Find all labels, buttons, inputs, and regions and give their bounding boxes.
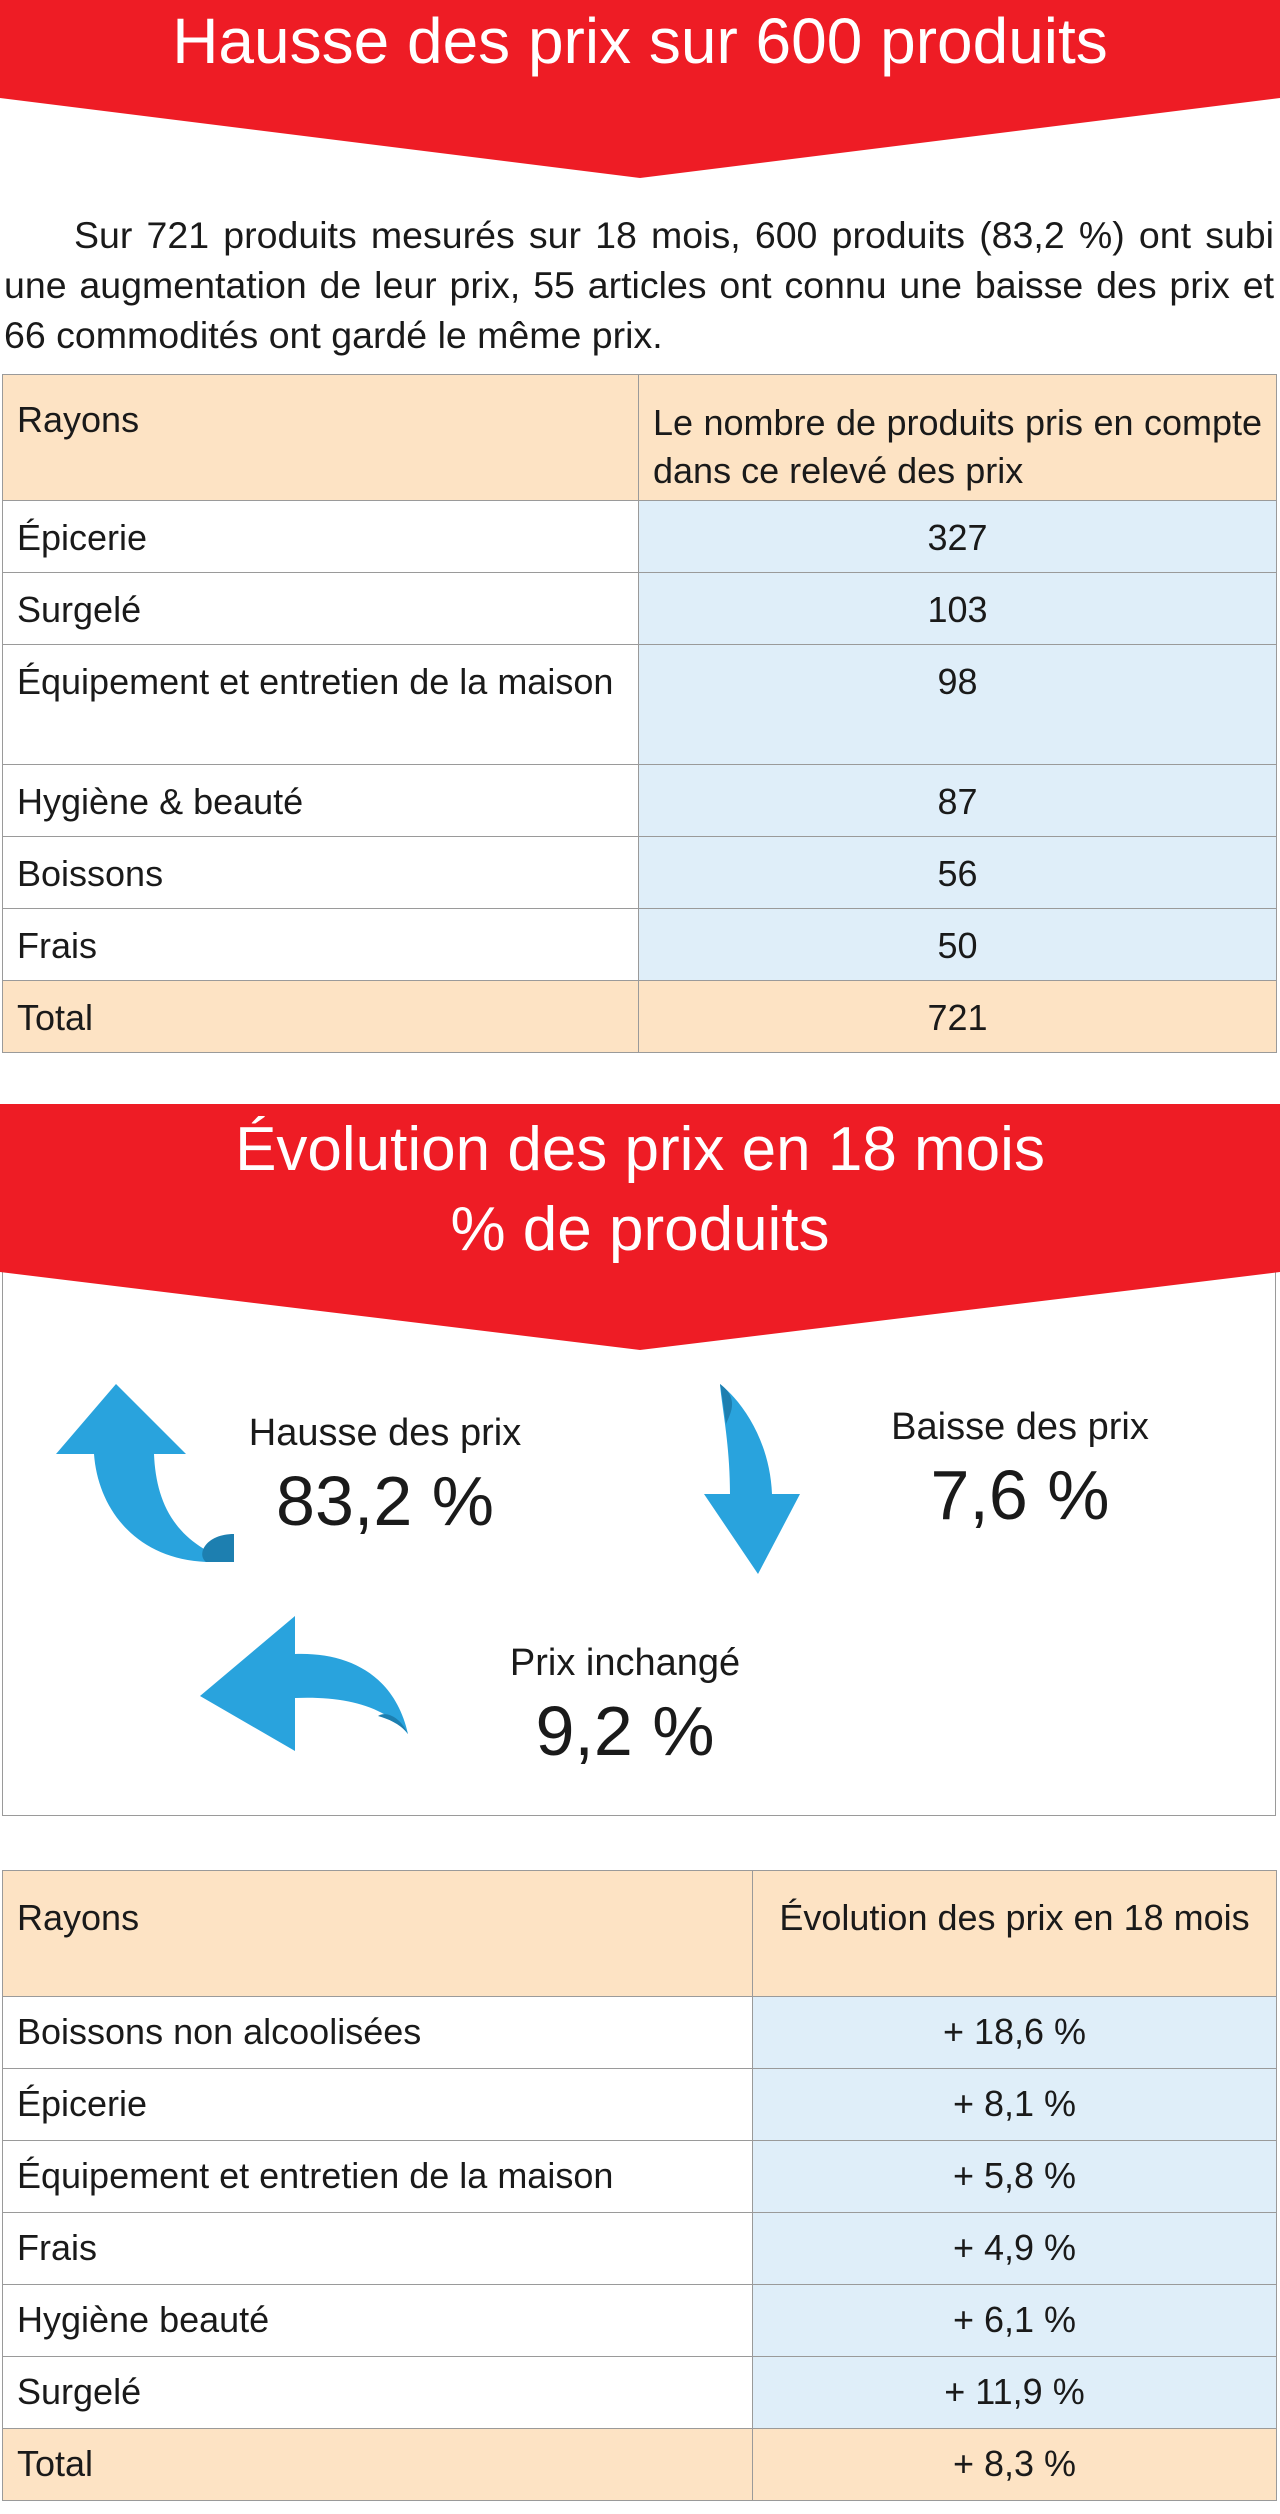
row-value: 56 [638, 836, 1277, 909]
row-label: Boissons non alcoolisées [2, 1996, 753, 2069]
table-row: Surgelé + 11,9 % [2, 2356, 1277, 2429]
row-value: + 4,9 % [752, 2212, 1277, 2285]
table-row: Équipement et entretien de la maison 98 [2, 644, 1277, 765]
stat-label: Baisse des prix [891, 1406, 1149, 1448]
table-row: Équipement et entretien de la maison + 5… [2, 2140, 1277, 2213]
table-row: Boissons non alcoolisées + 18,6 % [2, 1996, 1277, 2069]
price-evolution-table: Rayons Évolution des prix en 18 mois Boi… [2, 1870, 1277, 2501]
column-header-rayons: Rayons [2, 374, 639, 501]
total-value: + 8,3 % [752, 2428, 1277, 2501]
column-header-price-evolution: Évolution des prix en 18 mois [752, 1870, 1277, 1997]
table-header-row: Rayons Évolution des prix en 18 mois [2, 1870, 1277, 1997]
banner-red-arrow-shape [0, 0, 1280, 178]
row-label: Boissons [2, 836, 639, 909]
row-value: + 11,9 % [752, 2356, 1277, 2429]
stat-hausse: Hausse des prix 83,2 % [220, 1410, 550, 1546]
table-row: Frais + 4,9 % [2, 2212, 1277, 2285]
stat-baisse: Baisse des prix 7,6 % [860, 1404, 1180, 1540]
table-row: Épicerie + 8,1 % [2, 2068, 1277, 2141]
row-value: 98 [638, 644, 1277, 765]
row-value: 103 [638, 572, 1277, 645]
row-label: Hygiène beauté [2, 2284, 753, 2357]
arrow-up-curved-icon [56, 1384, 234, 1562]
banner-evolution-des-prix: Évolution des prix en 18 mois % de produ… [0, 1104, 1280, 1352]
total-label: Total [2, 2428, 753, 2501]
banner-title: Hausse des prix sur 600 produits [172, 5, 1108, 77]
banner-title: Évolution des prix en 18 mois % de produ… [0, 1110, 1280, 1270]
stat-value: 7,6 % [930, 1456, 1110, 1534]
row-label: Hygiène & beauté [2, 764, 639, 837]
arrow-left-curved-icon [200, 1616, 408, 1751]
banner-title-line-1: Évolution des prix en 18 mois [235, 1115, 1045, 1184]
table-row: Hygiène beauté + 6,1 % [2, 2284, 1277, 2357]
banner-title-line-2: % de produits [450, 1195, 830, 1264]
arrow-down-curved-icon [704, 1384, 800, 1574]
row-value: 327 [638, 500, 1277, 573]
banner-hausse-des-prix: Hausse des prix sur 600 produits [0, 0, 1280, 180]
intro-paragraph: Sur 721 produits mesurés sur 18 mois, 60… [4, 214, 1274, 356]
table-row: Boissons 56 [2, 836, 1277, 909]
row-value: 87 [638, 764, 1277, 837]
row-label: Surgelé [2, 572, 639, 645]
banner-red-arrow-shape [0, 1104, 1280, 1350]
stat-inchange: Prix inchangé 9,2 % [460, 1640, 790, 1776]
stat-value: 9,2 % [535, 1692, 715, 1770]
table-header-row: Rayons Le nombre de produits pris en com… [2, 374, 1277, 501]
products-count-table: Rayons Le nombre de produits pris en com… [2, 374, 1277, 1053]
table-row: Frais 50 [2, 908, 1277, 981]
row-value: + 8,1 % [752, 2068, 1277, 2141]
table-total-row: Total + 8,3 % [2, 2428, 1277, 2501]
total-label: Total [2, 980, 639, 1053]
stat-label: Hausse des prix [248, 1412, 522, 1454]
row-value: + 18,6 % [752, 1996, 1277, 2069]
row-value: + 6,1 % [752, 2284, 1277, 2357]
column-header-rayons: Rayons [2, 1870, 753, 1997]
row-label: Épicerie [2, 2068, 753, 2141]
table-row: Surgelé 103 [2, 572, 1277, 645]
row-label: Équipement et entretien de la maison [2, 2140, 753, 2213]
row-label: Épicerie [2, 500, 639, 573]
table-row: Hygiène & beauté 87 [2, 764, 1277, 837]
row-value: 50 [638, 908, 1277, 981]
stat-value: 83,2 % [276, 1462, 494, 1540]
row-label: Surgelé [2, 2356, 753, 2429]
table-total-row: Total 721 [2, 980, 1277, 1053]
column-header-product-count: Le nombre de produits pris en compte dan… [638, 374, 1277, 501]
row-label: Frais [2, 2212, 753, 2285]
row-label: Frais [2, 908, 639, 981]
stat-label: Prix inchangé [509, 1642, 741, 1684]
table-row: Épicerie 327 [2, 500, 1277, 573]
total-value: 721 [638, 980, 1277, 1053]
row-value: + 5,8 % [752, 2140, 1277, 2213]
row-label: Équipement et entretien de la maison [2, 644, 639, 765]
